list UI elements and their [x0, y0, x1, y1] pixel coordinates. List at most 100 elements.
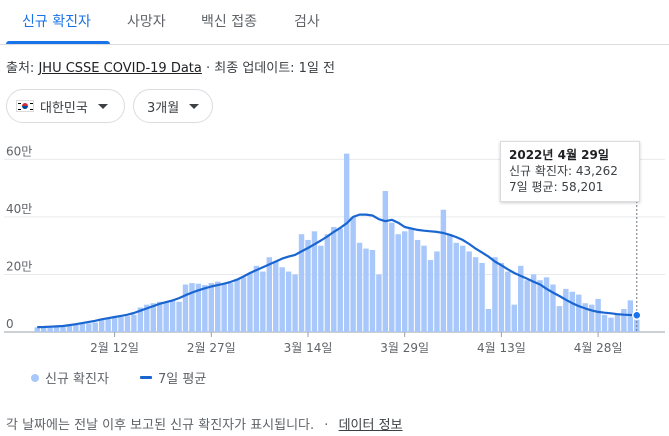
hover-point: [632, 310, 642, 321]
case-bar: [305, 239, 311, 332]
period-selector[interactable]: 3개월: [133, 89, 213, 123]
case-bar: [530, 274, 537, 332]
bar-legend-icon: [31, 373, 39, 382]
x-tick-label: 4월 13일: [477, 341, 526, 355]
footer-note: 각 날짜에는 전날 이후 보고된 신규 확진자가 표시됩니다. · 데이터 정보: [6, 414, 403, 433]
case-bar: [466, 251, 472, 332]
case-bar: [285, 271, 292, 332]
legend-item-new-cases: 신규 확진자: [31, 368, 109, 387]
case-bar: [202, 285, 208, 332]
case-bar: [253, 265, 260, 332]
case-bar: [543, 277, 550, 332]
case-bar: [408, 228, 414, 332]
y-tick-label: 40만: [6, 202, 32, 216]
source-link[interactable]: JHU CSSE COVID-19 Data: [38, 61, 202, 76]
tooltip-date: 2022년 4월 29일: [509, 148, 609, 162]
data-info-link[interactable]: 데이터 정보: [338, 418, 403, 433]
case-bar: [47, 326, 53, 332]
case-bar: [247, 273, 253, 332]
case-bar: [292, 274, 298, 332]
period-label: 3개월: [147, 100, 180, 116]
case-bar: [144, 304, 150, 332]
case-bar: [492, 257, 498, 332]
source-prefix: 출처:: [6, 61, 35, 76]
case-bar: [614, 313, 621, 332]
case-bar: [576, 294, 582, 332]
case-bar: [556, 306, 563, 332]
case-bar: [389, 222, 395, 332]
case-bar: [163, 302, 169, 332]
case-bar: [608, 317, 614, 332]
case-bar: [73, 324, 79, 332]
x-tick-label: 3월 29일: [380, 341, 429, 355]
case-bar: [137, 307, 144, 332]
chart-tooltip: 2022년 4월 29일 신규 확진자: 43,262 7일 평균: 58,20…: [500, 141, 640, 202]
tab-testing[interactable]: 검사: [294, 14, 320, 30]
case-bar: [537, 280, 543, 332]
active-tab-indicator: [6, 41, 110, 44]
korea-flag-icon: [16, 100, 34, 112]
case-bar: [92, 322, 98, 332]
case-bar: [363, 248, 369, 332]
x-tick-label: 3월 14일: [284, 341, 333, 355]
last-updated: · 최종 업데이트: 1일 전: [206, 61, 336, 76]
y-tick-label: 0: [6, 317, 14, 331]
case-bar: [447, 234, 453, 332]
region-selector[interactable]: 대한민국: [6, 89, 125, 123]
case-bar: [588, 304, 595, 332]
case-bar: [311, 231, 318, 332]
legend-label-new-cases: 신규 확진자: [45, 372, 109, 387]
case-bar: [182, 284, 189, 332]
y-tick-label: 60만: [6, 144, 32, 158]
footer-text: 각 날짜에는 전날 이후 보고된 신규 확진자가 표시됩니다.: [6, 418, 315, 433]
tab-deaths[interactable]: 사망자: [127, 14, 166, 30]
case-bar: [434, 251, 440, 332]
legend-label-7day-average: 7일 평균: [158, 372, 207, 387]
case-bar: [169, 300, 176, 332]
case-bar: [105, 318, 111, 332]
case-bar: [395, 234, 401, 332]
case-bar: [221, 284, 227, 332]
case-bar: [582, 303, 588, 332]
region-label: 대한민국: [40, 100, 88, 116]
tab-vaccinations[interactable]: 백신 접종: [201, 14, 257, 30]
case-bar: [382, 191, 389, 332]
tab-bar: 신규 확진자 사망자 백신 접종 검사: [0, 0, 669, 45]
case-bar: [34, 327, 40, 332]
case-bar: [208, 283, 214, 332]
cases-chart[interactable]: 0 20만 40만 60만 2월 12일 2월 27일 3월 14일 3월 29일 4월 13일…: [0, 140, 669, 360]
case-bar: [356, 242, 363, 332]
case-bar: [79, 323, 86, 332]
case-bar: [86, 323, 92, 332]
case-bar: [234, 278, 240, 332]
tab-new-cases[interactable]: 신규 확진자: [22, 14, 91, 30]
case-bar: [298, 234, 305, 332]
case-bar: [131, 314, 137, 332]
y-tick-label: 20만: [6, 259, 32, 273]
case-bar: [511, 304, 517, 332]
case-bar: [157, 301, 163, 332]
case-bar: [266, 257, 273, 332]
case-bar: [472, 257, 479, 332]
case-bar: [376, 274, 382, 332]
case-bar: [479, 262, 485, 332]
x-tick-label: 4월 28일: [574, 341, 623, 355]
case-bar: [337, 228, 343, 332]
case-bar: [124, 316, 131, 332]
case-bar: [524, 280, 530, 332]
case-bar: [563, 288, 569, 332]
case-bar: [414, 239, 421, 332]
case-bar: [343, 153, 350, 332]
case-bar: [324, 234, 331, 332]
chevron-down-icon: [97, 103, 108, 109]
case-bar: [427, 260, 434, 332]
footer-separator: ·: [324, 418, 329, 433]
case-bar: [189, 283, 195, 332]
case-bar: [518, 265, 524, 332]
case-bar: [331, 226, 337, 332]
case-bar: [118, 317, 124, 332]
case-bar: [60, 326, 66, 332]
line-legend-icon: [140, 376, 152, 379]
case-bar: [279, 267, 285, 332]
case-bar: [195, 283, 202, 332]
